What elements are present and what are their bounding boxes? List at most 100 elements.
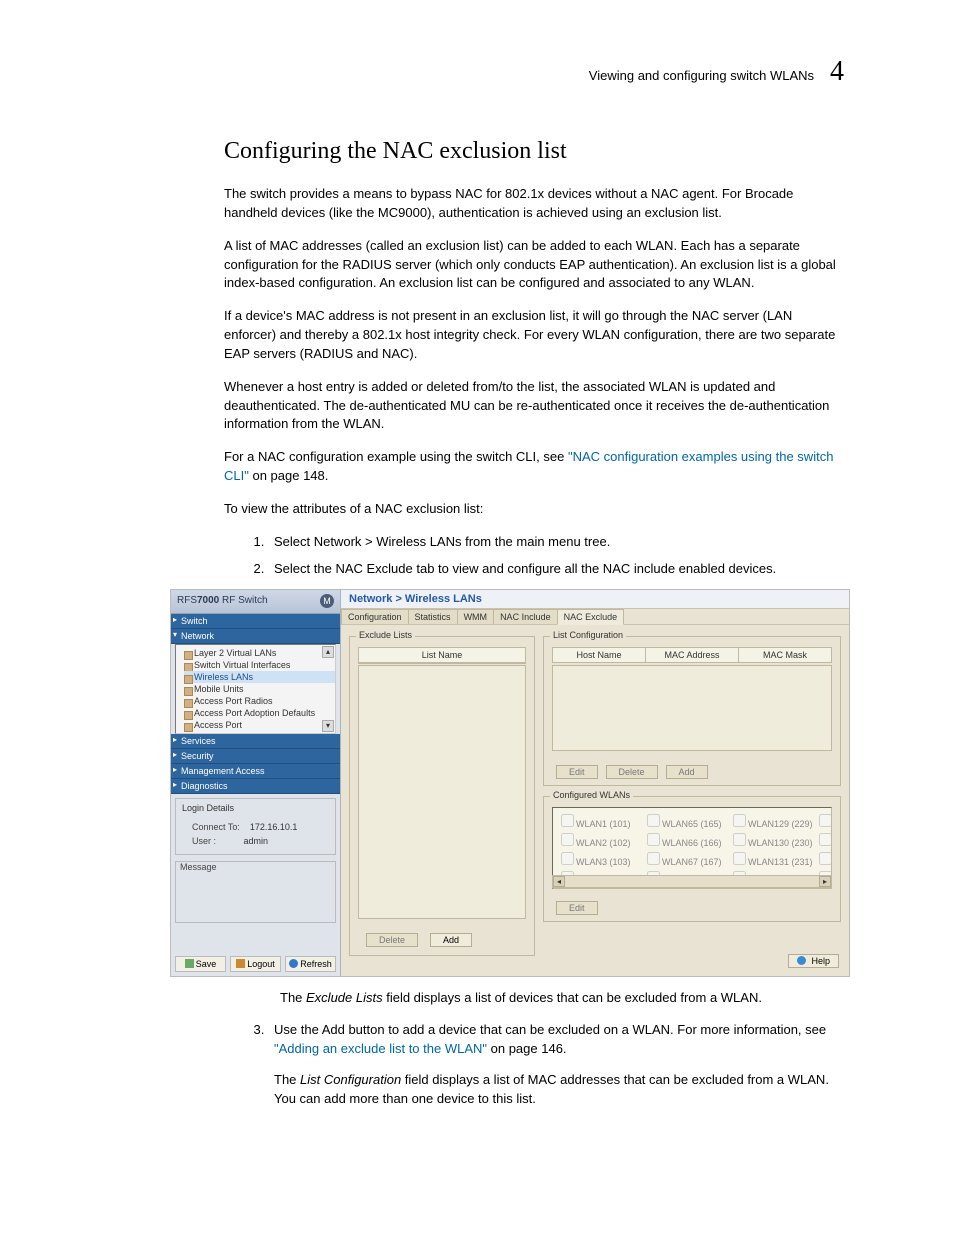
brand-b: 7000 (197, 595, 219, 606)
help-label: Help (811, 956, 830, 966)
step-1c: from the main menu tree. (461, 534, 610, 549)
step-1: Select Network > Wireless LANs from the … (268, 533, 844, 552)
login-user-val: admin (244, 836, 269, 846)
save-button[interactable]: Save (175, 956, 226, 972)
wlan-checkbox[interactable] (733, 852, 746, 865)
tab-wmm[interactable]: WMM (457, 609, 495, 624)
para-2: A list of MAC addresses (called an exclu… (224, 237, 844, 294)
tab-nac-exclude[interactable]: NAC Exclude (557, 609, 625, 625)
refresh-button[interactable]: Refresh (285, 956, 336, 972)
para-5b: on page 148. (249, 468, 329, 483)
save-icon (185, 959, 194, 968)
exclude-lists-fieldset: Exclude Lists List Name Delete Add (349, 636, 535, 956)
step-3-note: The List Configuration field displays a … (274, 1071, 844, 1109)
logout-label: Logout (247, 959, 275, 969)
tree-scroll-down-icon[interactable]: ▾ (322, 720, 334, 732)
wlan-checkbox[interactable] (561, 814, 574, 827)
tree-wlans[interactable]: Wireless LANs (184, 671, 335, 683)
tree-mu[interactable]: Mobile Units (184, 683, 335, 695)
tree-l2vlan[interactable]: Layer 2 Virtual LANs (184, 647, 335, 659)
login-user-label: User : (192, 836, 216, 846)
para-5a: For a NAC configuration example using th… (224, 449, 568, 464)
nav-network[interactable]: Network (171, 629, 340, 644)
step-1a: Select (274, 534, 314, 549)
wlan-checkbox[interactable] (733, 814, 746, 827)
link-adding-exclude[interactable]: "Adding an exclude list to the WLAN" (274, 1041, 487, 1056)
scroll-right-icon[interactable]: ▸ (819, 876, 831, 887)
section-title: Configuring the NAC exclusion list (224, 138, 844, 165)
wlan-checkbox[interactable] (819, 833, 832, 846)
wlan-row: WLAN1 (101)WLAN65 (165)WLAN129 (229)WLA (557, 811, 827, 830)
col-mac-mask: MAC Mask (739, 648, 831, 662)
brand-a: RFS (177, 595, 197, 606)
nav-mgmt[interactable]: Management Access (171, 764, 340, 779)
nav-services[interactable]: Services (171, 734, 340, 749)
wlan-checkbox[interactable] (733, 833, 746, 846)
nav-security[interactable]: Security (171, 749, 340, 764)
listcfg-add-button[interactable]: Add (666, 765, 708, 779)
cfgwlan-edit-button[interactable]: Edit (556, 901, 598, 915)
step-1b: Network > Wireless LANs (314, 534, 462, 549)
tree-ap[interactable]: Access Port (184, 719, 335, 731)
nav-diag[interactable]: Diagnostics (171, 779, 340, 794)
step-3c: button to add a device that can be exclu… (345, 1022, 826, 1037)
tree-apad[interactable]: Access Port Adoption Defaults (184, 707, 335, 719)
listcfg-delete-button[interactable]: Delete (606, 765, 658, 779)
configured-wlans-fieldset: Configured WLANs WLAN1 (101)WLAN65 (165)… (543, 796, 841, 922)
tab-statistics[interactable]: Statistics (408, 609, 458, 624)
listcfg-edit-button[interactable]: Edit (556, 765, 598, 779)
tree-svi[interactable]: Switch Virtual Interfaces (184, 659, 335, 671)
wlan-checkbox[interactable] (561, 833, 574, 846)
help-button[interactable]: Help (788, 954, 839, 968)
exclude-delete-button[interactable]: Delete (366, 933, 418, 947)
para-3: If a device's MAC address is not present… (224, 307, 844, 364)
exclude-lists-body[interactable] (358, 665, 526, 919)
wlan-checkbox[interactable] (647, 852, 660, 865)
list-config-legend: List Configuration (550, 630, 626, 640)
logout-button[interactable]: Logout (230, 956, 281, 972)
tab-configuration[interactable]: Configuration (341, 609, 409, 624)
list-config-header: Host Name MAC Address MAC Mask (552, 647, 832, 663)
after3b: List Configuration (300, 1072, 401, 1087)
refresh-icon (289, 959, 298, 968)
para-6: To view the attributes of a NAC exclusio… (224, 500, 844, 519)
after-shot-1: The Exclude Lists field displays a list … (224, 989, 844, 1008)
wlan-checkbox[interactable] (561, 852, 574, 865)
wlan-checkbox[interactable] (819, 852, 832, 865)
step-2: Select the NAC Exclude tab to view and c… (268, 560, 844, 579)
screenshot: RFS7000 RF Switch M Switch Network ▴ Lay… (170, 589, 850, 977)
col-hostname: Host Name (553, 648, 646, 662)
list-config-fieldset: List Configuration Host Name MAC Address… (543, 636, 841, 786)
wlan-checkbox[interactable] (647, 814, 660, 827)
configured-wlans-legend: Configured WLANs (550, 790, 633, 800)
step-2a: Select the (274, 561, 335, 576)
wlan-scrollbar[interactable]: ◂ ▸ (552, 875, 832, 888)
col-mac-address: MAC Address (646, 648, 739, 662)
list-config-body[interactable] (552, 665, 832, 751)
para-1: The switch provides a means to bypass NA… (224, 185, 844, 223)
after3a: The (274, 1072, 300, 1087)
scroll-left-icon[interactable]: ◂ (553, 876, 565, 887)
tab-nac-include[interactable]: NAC Include (493, 609, 558, 624)
brand-c: RF Switch (219, 595, 267, 606)
step-3a: Use the (274, 1022, 322, 1037)
para-4: Whenever a host entry is added or delete… (224, 378, 844, 435)
exclude-lists-header: List Name (358, 647, 526, 664)
tree-apr[interactable]: Access Port Radios (184, 695, 335, 707)
wlan-row: WLAN3 (103)WLAN67 (167)WLAN131 (231)WLA (557, 849, 827, 868)
wlan-checkbox[interactable] (647, 833, 660, 846)
step-2c: tab to view and configure all the NAC in… (413, 561, 777, 576)
exclude-add-button[interactable]: Add (430, 933, 472, 947)
nav-switch[interactable]: Switch (171, 614, 340, 629)
save-label: Save (196, 959, 217, 969)
chapter-number: 4 (830, 56, 844, 88)
message-box: Message (175, 861, 336, 923)
header-text: Viewing and configuring switch WLANs (589, 68, 814, 83)
after1c: field displays a list of devices that ca… (383, 990, 762, 1005)
wlan-checkbox[interactable] (819, 814, 832, 827)
after1b: Exclude Lists (306, 990, 383, 1005)
step-3d: on page 146. (487, 1041, 567, 1056)
sidebar: RFS7000 RF Switch M Switch Network ▴ Lay… (171, 590, 341, 976)
exclude-lists-legend: Exclude Lists (356, 630, 415, 640)
para-5: For a NAC configuration example using th… (224, 448, 844, 486)
